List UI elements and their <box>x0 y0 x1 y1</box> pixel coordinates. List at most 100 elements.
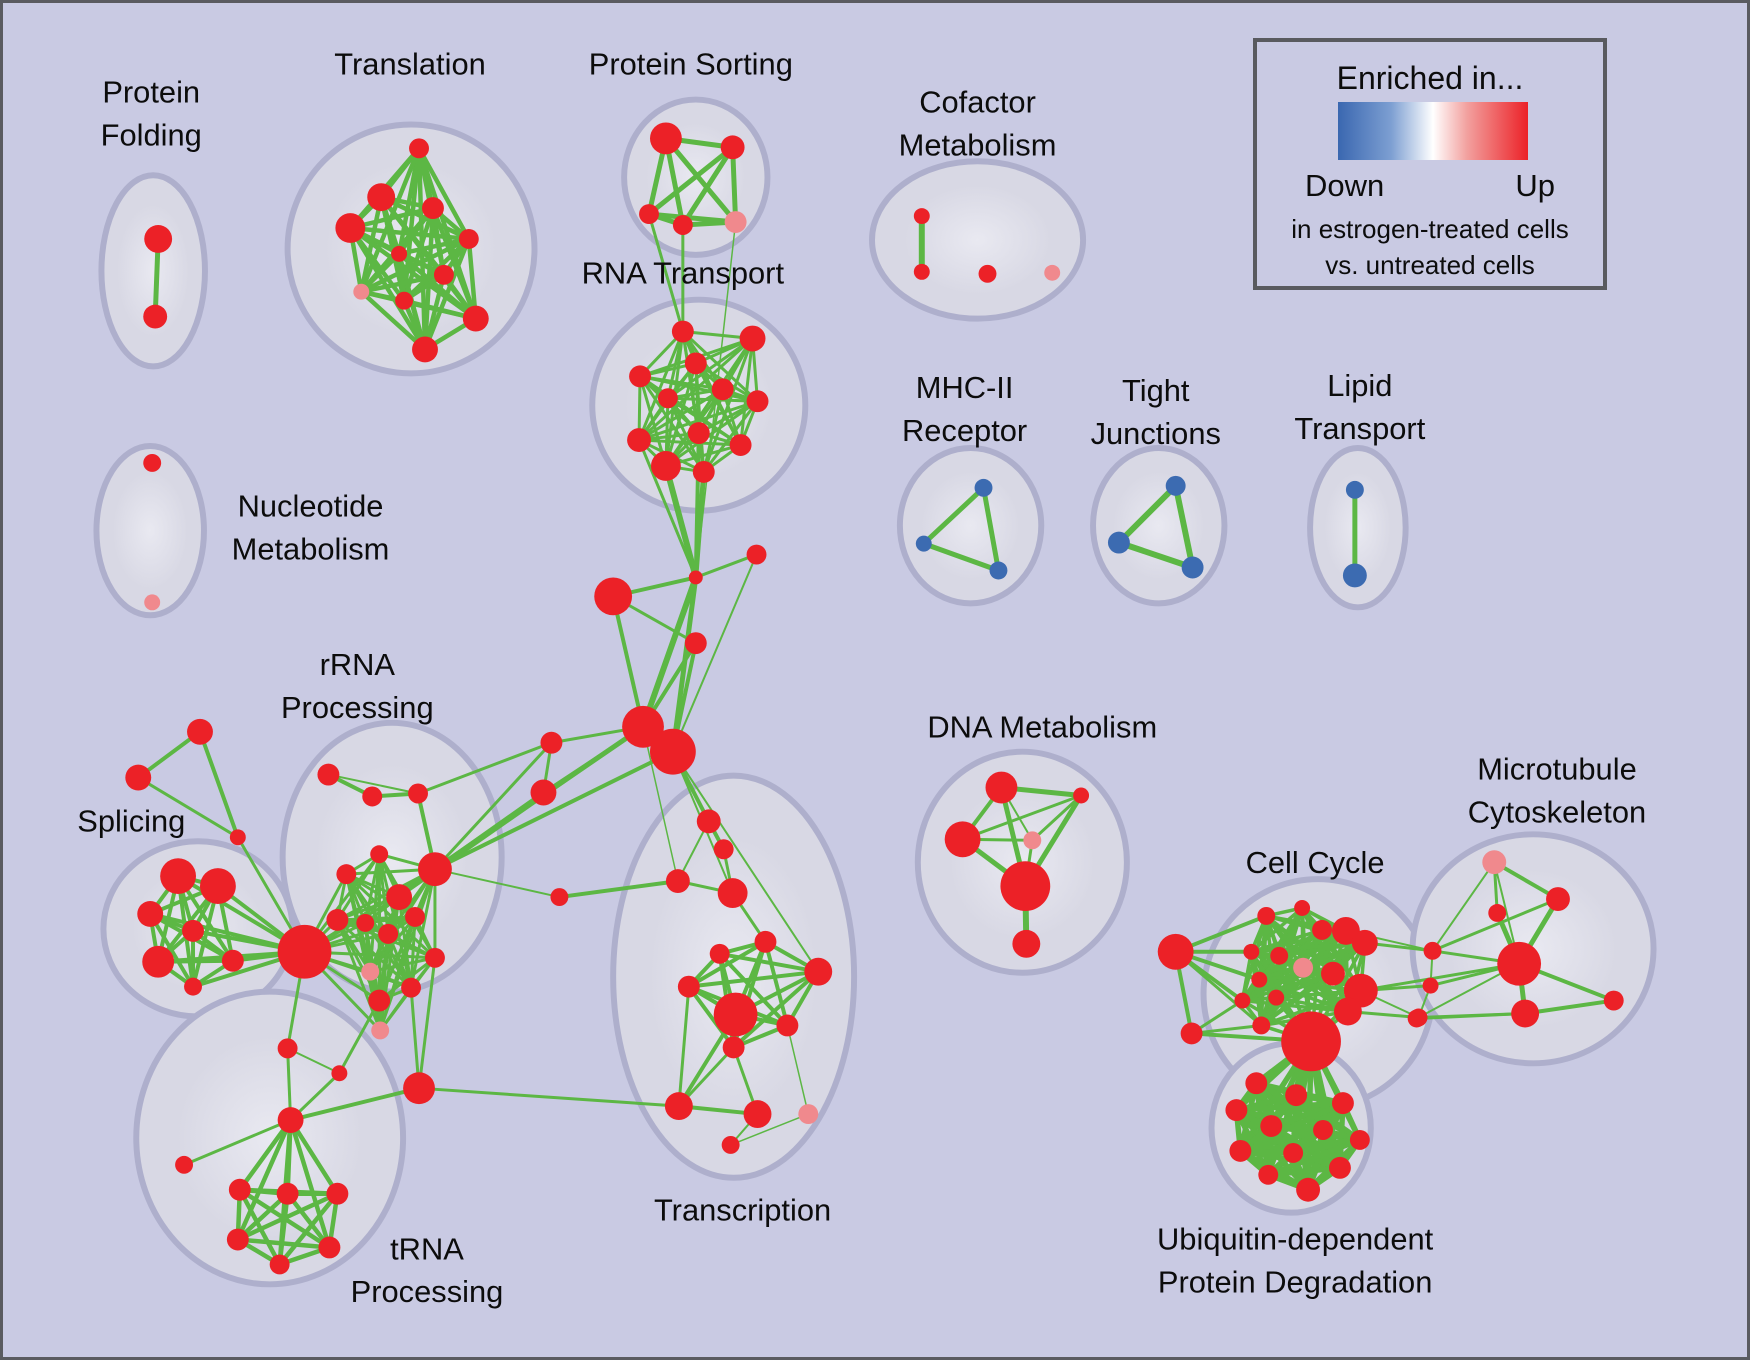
network-node <box>125 764 152 791</box>
network-node <box>1257 906 1276 925</box>
network-node <box>370 845 389 864</box>
network-edge <box>235 1117 293 1242</box>
network-node <box>594 577 633 616</box>
network-edge <box>637 399 760 442</box>
network-edge <box>288 1117 340 1196</box>
network-node <box>160 858 197 895</box>
network-node <box>1157 933 1194 970</box>
cluster-label-tight-junctions: Tight <box>1122 373 1190 408</box>
network-node <box>649 728 696 775</box>
network-node <box>722 1036 745 1059</box>
network-node <box>913 263 930 280</box>
cluster-ellipse-nucleotide-metabolism <box>93 443 207 619</box>
legend-subtitle-line1: in estrogen-treated cells <box>1291 214 1569 244</box>
network-edge <box>359 251 402 294</box>
network-edge <box>432 749 675 872</box>
cluster-label-rrna-processing: rRNA <box>320 647 396 682</box>
network-node <box>1488 904 1507 922</box>
network-edge <box>647 212 685 334</box>
network-edge <box>344 872 417 919</box>
network-edge <box>396 236 472 257</box>
network-node <box>1423 941 1442 960</box>
cluster-label-cofactor-metabolism: Cofactor <box>919 85 1036 120</box>
cluster-label-lipid-transport: Lipid <box>1327 368 1392 403</box>
network-edge <box>1030 793 1083 842</box>
network-edge <box>921 541 1001 573</box>
network-node <box>1044 264 1061 281</box>
network-node <box>664 1092 693 1121</box>
network-node <box>187 718 213 745</box>
cluster-label-mhc-ii-receptor: Receptor <box>902 413 1027 448</box>
network-edge <box>702 399 760 474</box>
network-node <box>1180 1022 1203 1045</box>
network-node <box>550 888 569 906</box>
network-node <box>1012 929 1041 958</box>
network-node <box>336 864 357 885</box>
network-edge <box>666 396 760 403</box>
network-node <box>277 924 332 979</box>
network-node <box>228 1178 251 1201</box>
network-node <box>1296 1177 1321 1202</box>
network-node <box>409 138 429 159</box>
network-edge <box>288 1117 332 1250</box>
cluster-label-nucleotide-metabolism: Metabolism <box>232 532 390 567</box>
network-edge <box>363 921 413 990</box>
network-edge <box>335 918 413 990</box>
network-node <box>978 264 997 283</box>
cluster-ellipse-protein-folding <box>98 172 208 370</box>
legend-gradient-bar <box>1338 102 1528 160</box>
network-node <box>326 908 349 931</box>
network-edge <box>638 374 706 474</box>
network-edge <box>637 438 743 447</box>
network-edge <box>739 337 755 447</box>
network-node <box>671 320 694 343</box>
network-node <box>1482 850 1507 875</box>
network-edge <box>1415 1012 1527 1020</box>
network-node <box>226 1228 249 1251</box>
cluster-label-protein-sorting: Protein Sorting <box>589 47 793 82</box>
network-edge <box>396 251 479 321</box>
network-edge <box>359 289 428 352</box>
network-node <box>401 977 422 998</box>
network-node <box>326 1182 349 1205</box>
network-edge <box>611 594 646 729</box>
network-node <box>318 1236 341 1259</box>
network-edge <box>1431 861 1496 952</box>
cluster-label-splicing: Splicing <box>77 803 185 838</box>
network-node <box>1181 556 1204 579</box>
network-node <box>422 197 444 220</box>
network-node <box>657 388 678 409</box>
network-edge <box>717 951 821 974</box>
network-edge <box>638 374 760 403</box>
cluster-label-trna-processing: tRNA <box>390 1231 464 1266</box>
network-edge <box>197 729 240 840</box>
network-edge <box>237 1117 293 1192</box>
legend-subtitle-line2: vs. untreated cells <box>1325 250 1535 280</box>
network-edge <box>637 438 698 579</box>
network-node <box>696 809 721 834</box>
network-node <box>1270 946 1289 965</box>
network-node <box>361 962 380 981</box>
network-node <box>143 454 162 472</box>
network-edge <box>409 867 437 990</box>
network-node <box>368 989 391 1012</box>
network-edge <box>637 330 685 442</box>
network-node <box>1283 1142 1304 1163</box>
network-edge <box>377 915 417 1003</box>
network-node <box>804 957 833 986</box>
network-node <box>462 305 489 332</box>
network-node <box>408 783 428 804</box>
network-edge <box>1172 482 1196 571</box>
network-node <box>367 183 396 212</box>
network-edge <box>433 868 561 899</box>
cluster-label-protein-folding: Folding <box>101 117 202 152</box>
network-edge <box>182 1118 293 1167</box>
network-node <box>1245 1072 1268 1095</box>
network-node <box>1260 1115 1283 1137</box>
cluster-label-tight-junctions: Junctions <box>1091 416 1221 451</box>
network-node <box>317 763 340 786</box>
network-node <box>405 906 425 927</box>
network-node <box>184 977 202 996</box>
network-edge <box>730 144 739 225</box>
